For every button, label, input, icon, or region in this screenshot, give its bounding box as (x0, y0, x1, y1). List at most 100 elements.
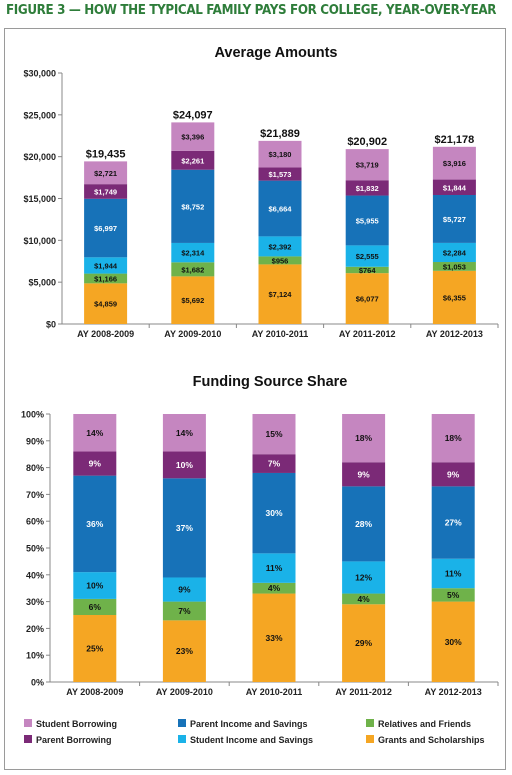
data-label: 29% (355, 638, 372, 648)
bar-segment-parent_borrowing (252, 454, 296, 473)
data-label: 37% (176, 523, 193, 533)
data-label: 30% (445, 637, 462, 647)
bar-segment-parent_borrowing (432, 179, 476, 195)
bar-segment-student_income (345, 245, 389, 267)
bar-segment-relatives (342, 593, 386, 605)
bar-segment-parent_borrowing (171, 150, 215, 170)
bar-segment-parent_income (84, 198, 128, 258)
legend-swatch (178, 719, 186, 727)
data-label: 18% (445, 433, 462, 443)
data-label: 4% (357, 594, 370, 604)
data-label: 9% (178, 585, 191, 595)
data-label: $3,396 (181, 133, 204, 142)
data-label: 9% (89, 459, 102, 469)
data-label: $1,682 (181, 265, 204, 274)
data-label: $4,859 (94, 300, 117, 309)
bar-segment-student_borrowing (162, 414, 206, 452)
chart-1 (58, 72, 499, 328)
data-label: $2,392 (269, 242, 292, 251)
data-label: $7,124 (269, 290, 293, 299)
data-label: $1,573 (269, 170, 292, 179)
bar-segment-student_income (342, 561, 386, 594)
data-label: $956 (272, 256, 289, 265)
bar-segment-parent_income (432, 194, 476, 243)
chart-2 (46, 413, 499, 686)
x-tick-label: AY 2008-2009 (66, 687, 123, 697)
bar-segment-grants (342, 604, 386, 682)
y-tick-label: 40% (26, 570, 44, 580)
bar-segment-relatives (345, 266, 389, 274)
bar-segment-student_income (431, 558, 475, 589)
bar-segment-parent_income (431, 486, 475, 559)
data-label: 7% (268, 459, 281, 469)
bar-segment-grants (171, 276, 215, 324)
bar-total-label: $24,097 (173, 109, 213, 121)
y-tick-label: $30,000 (23, 69, 56, 79)
data-label: $3,916 (443, 159, 466, 168)
bar-segment-parent_borrowing (73, 451, 117, 476)
data-label: 10% (86, 581, 103, 591)
data-label: 33% (265, 633, 282, 643)
x-tick-label: AY 2011-2012 (335, 687, 392, 697)
y-tick-label: 30% (26, 597, 44, 607)
bar-segment-student_income (84, 257, 128, 274)
data-label: 23% (176, 646, 193, 656)
bar-total-label: $20,902 (347, 136, 387, 148)
bar-segment-student_borrowing (252, 414, 296, 455)
data-label: $2,555 (356, 252, 379, 261)
bar-segment-student_borrowing (73, 414, 117, 452)
data-label: $764 (359, 266, 377, 275)
data-label: $6,355 (443, 293, 466, 302)
legend (24, 719, 374, 743)
y-tick-label: 100% (21, 410, 44, 420)
bar-segment-student_income (73, 572, 117, 599)
y-tick-label: 60% (26, 517, 44, 527)
data-label: 30% (265, 508, 282, 518)
data-label: $1,749 (94, 187, 117, 196)
bar-segment-student_borrowing (171, 122, 215, 151)
bar-total-label: $21,889 (260, 128, 300, 140)
data-label: $1,832 (356, 184, 379, 193)
data-label: $2,721 (94, 169, 117, 178)
bar-segment-student_borrowing (258, 140, 302, 168)
legend-swatch (24, 719, 32, 727)
x-tick-label: AY 2010-2011 (252, 329, 309, 339)
bar-segment-parent_income (171, 169, 215, 243)
bar-total-label: $21,178 (435, 134, 475, 146)
data-label: 14% (86, 428, 103, 438)
bar-segment-parent_borrowing (431, 462, 475, 487)
bar-segment-student_borrowing (84, 161, 128, 185)
y-tick-label: 0% (31, 678, 44, 688)
bar-segment-relatives (73, 598, 117, 615)
data-label: $3,719 (356, 161, 379, 170)
x-tick-label: AY 2012-2013 (425, 687, 482, 697)
data-label: $3,180 (269, 150, 292, 159)
data-label: $6,077 (356, 295, 379, 304)
legend-swatch (178, 735, 186, 743)
bar-segment-student_income (258, 236, 302, 257)
data-label: 9% (357, 469, 370, 479)
bar-segment-relatives (162, 601, 206, 621)
bar-segment-grants (258, 264, 302, 324)
data-label: $5,692 (181, 296, 204, 305)
legend-label: Student Income and Savings (190, 735, 313, 745)
bar-total-label: $19,435 (86, 148, 126, 160)
data-label: 25% (86, 644, 103, 654)
bar-segment-parent_income (345, 195, 389, 246)
bar-segment-relatives (432, 262, 476, 271)
bar-segment-grants (162, 620, 206, 682)
bar-segment-parent_borrowing (345, 180, 389, 196)
bar-segment-grants (252, 593, 296, 682)
data-label: 4% (268, 583, 281, 593)
y-tick-label: $5,000 (28, 278, 56, 288)
data-label: 14% (176, 428, 193, 438)
bar-segment-grants (431, 601, 475, 682)
bar-segment-parent_income (73, 475, 117, 573)
bar-segment-student_borrowing (432, 146, 476, 180)
y-tick-label: $0 (46, 320, 56, 330)
x-tick-label: AY 2009-2010 (164, 329, 221, 339)
bar-segment-parent_borrowing (342, 462, 386, 487)
data-label: $8,752 (181, 202, 204, 211)
data-label: $6,664 (269, 205, 293, 214)
bar-segment-student_income (162, 577, 206, 602)
